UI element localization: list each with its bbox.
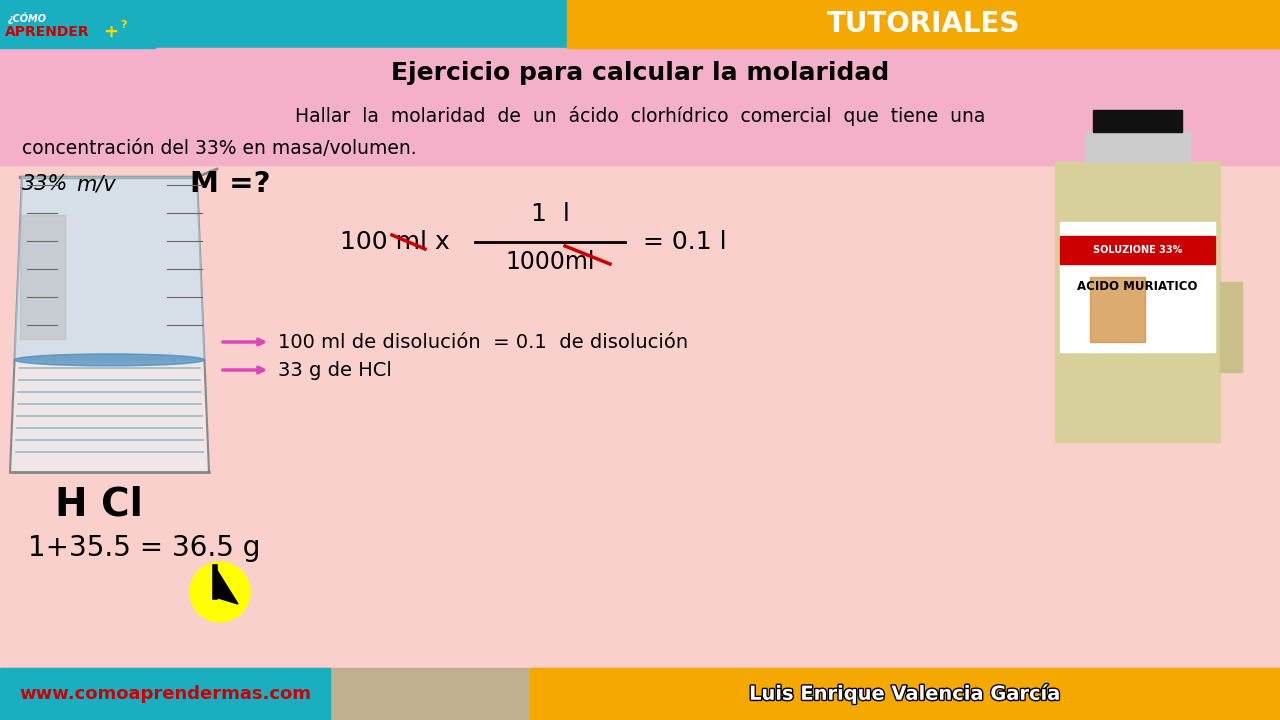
- Text: M =?: M =?: [189, 170, 270, 198]
- Bar: [0, 0, 155, 48]
- Text: 100 ml de disolución  = 0.1  de disolución: 100 ml de disolución = 0.1 de disolución: [278, 333, 689, 351]
- Text: 1000ml: 1000ml: [506, 250, 595, 274]
- Bar: [20, 215, 65, 339]
- Text: ?: ?: [120, 20, 127, 30]
- Text: Luis Enrique Valencia García: Luis Enrique Valencia García: [749, 684, 1061, 703]
- Bar: [0, 0, 1280, 48]
- Text: H Cl: H Cl: [55, 486, 143, 524]
- Bar: [567, 0, 1280, 48]
- Circle shape: [189, 562, 250, 622]
- Text: 33%: 33%: [22, 174, 68, 194]
- Text: ACIDO MURIATICO: ACIDO MURIATICO: [1078, 281, 1198, 294]
- Bar: [530, 668, 1280, 720]
- Text: ¿CÓMO: ¿CÓMO: [8, 12, 47, 24]
- Text: +: +: [102, 23, 118, 41]
- Bar: [0, 165, 1280, 668]
- Text: = 0.1 l: = 0.1 l: [643, 230, 727, 254]
- Text: 100 ml x: 100 ml x: [340, 230, 449, 254]
- Text: 1+35.5 = 36.5 g: 1+35.5 = 36.5 g: [28, 534, 260, 562]
- Text: Hallar  la  molaridad  de  un  ácido  clorhídrico  comercial  que  tiene  una: Hallar la molaridad de un ácido clorhídr…: [294, 106, 986, 126]
- Text: 1  l: 1 l: [531, 202, 570, 226]
- Bar: [1085, 132, 1190, 162]
- Bar: [0, 668, 1280, 720]
- Bar: [0, 165, 1280, 668]
- Text: APRENDER: APRENDER: [5, 25, 90, 39]
- Text: concentración del 33% en masa/volumen.: concentración del 33% en masa/volumen.: [22, 140, 416, 158]
- Polygon shape: [14, 177, 205, 360]
- Bar: [0, 668, 330, 720]
- Text: Ejercicio para calcular la molaridad: Ejercicio para calcular la molaridad: [390, 61, 890, 85]
- Text: 33 g de HCl: 33 g de HCl: [278, 361, 392, 379]
- Polygon shape: [10, 177, 209, 472]
- Bar: [1060, 222, 1215, 352]
- Bar: [1093, 110, 1181, 132]
- Polygon shape: [215, 567, 238, 604]
- Bar: [1060, 236, 1215, 264]
- Bar: [0, 98, 1280, 165]
- Text: TUTORIALES: TUTORIALES: [827, 10, 1020, 38]
- Bar: [1055, 162, 1220, 442]
- Text: m/v: m/v: [76, 174, 115, 194]
- Bar: [0, 48, 1280, 98]
- Ellipse shape: [14, 354, 205, 366]
- Bar: [1091, 277, 1146, 342]
- Text: www.comoaprendermas.com: www.comoaprendermas.com: [19, 685, 311, 703]
- Text: SOLUZIONE 33%: SOLUZIONE 33%: [1093, 245, 1183, 255]
- Bar: [1220, 282, 1242, 372]
